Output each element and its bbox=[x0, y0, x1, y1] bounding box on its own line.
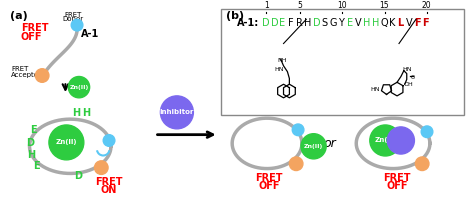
Text: D: D bbox=[262, 18, 270, 28]
Text: K: K bbox=[389, 18, 395, 28]
Text: A-1:: A-1: bbox=[237, 18, 259, 28]
Text: Q: Q bbox=[380, 18, 388, 28]
Text: Zn(II): Zn(II) bbox=[374, 138, 396, 143]
Text: F: F bbox=[288, 18, 293, 28]
Text: FRET: FRET bbox=[95, 177, 123, 187]
Text: Zn(II): Zn(II) bbox=[69, 85, 89, 90]
Text: E: E bbox=[279, 18, 285, 28]
Text: FRET: FRET bbox=[383, 173, 410, 184]
Text: G: G bbox=[330, 18, 337, 28]
Text: or: or bbox=[324, 137, 337, 150]
Text: OFF: OFF bbox=[386, 181, 408, 191]
Text: S: S bbox=[321, 18, 328, 28]
Text: F: F bbox=[422, 18, 429, 28]
Circle shape bbox=[71, 19, 83, 31]
Text: OH: OH bbox=[404, 82, 414, 87]
Circle shape bbox=[289, 157, 303, 171]
FancyBboxPatch shape bbox=[221, 9, 464, 115]
Circle shape bbox=[68, 76, 90, 98]
Text: E: E bbox=[30, 125, 37, 135]
Text: Zn(II): Zn(II) bbox=[55, 140, 77, 145]
Text: 20: 20 bbox=[422, 1, 431, 10]
Text: R: R bbox=[296, 18, 303, 28]
Text: E: E bbox=[346, 18, 353, 28]
Text: HN: HN bbox=[371, 87, 380, 92]
Text: H: H bbox=[304, 18, 312, 28]
Text: 5: 5 bbox=[298, 1, 302, 10]
FancyBboxPatch shape bbox=[259, 42, 315, 110]
Circle shape bbox=[415, 157, 429, 171]
Circle shape bbox=[292, 124, 304, 136]
Text: Inhibitor: Inhibitor bbox=[160, 109, 194, 115]
Text: Zn(II): Zn(II) bbox=[304, 144, 323, 149]
Text: OFF: OFF bbox=[21, 32, 42, 42]
Text: OFF: OFF bbox=[258, 181, 280, 191]
FancyBboxPatch shape bbox=[369, 42, 424, 110]
Text: Acceptor: Acceptor bbox=[11, 72, 42, 78]
Text: H: H bbox=[27, 150, 35, 160]
Text: H: H bbox=[364, 18, 371, 28]
Text: 1: 1 bbox=[264, 1, 269, 10]
Text: (a): (a) bbox=[10, 11, 28, 21]
Text: V: V bbox=[355, 18, 362, 28]
Text: FRET: FRET bbox=[255, 173, 283, 184]
Text: FRET: FRET bbox=[64, 12, 82, 18]
Text: NH: NH bbox=[278, 58, 287, 63]
Text: V: V bbox=[406, 18, 412, 28]
Text: L: L bbox=[397, 18, 403, 28]
Text: O: O bbox=[410, 75, 415, 80]
Text: F: F bbox=[414, 18, 420, 28]
Circle shape bbox=[49, 125, 84, 160]
Circle shape bbox=[301, 134, 326, 159]
Text: H: H bbox=[72, 108, 80, 118]
Text: 10: 10 bbox=[337, 1, 347, 10]
Text: HN: HN bbox=[275, 67, 284, 72]
Text: D: D bbox=[74, 171, 82, 180]
Text: D: D bbox=[313, 18, 320, 28]
Text: (b): (b) bbox=[227, 11, 245, 21]
Circle shape bbox=[160, 96, 193, 129]
Text: HN: HN bbox=[402, 67, 411, 72]
Text: D: D bbox=[271, 18, 278, 28]
Circle shape bbox=[36, 69, 49, 82]
Text: A-1: A-1 bbox=[81, 29, 99, 39]
Text: Y: Y bbox=[338, 18, 344, 28]
Text: H: H bbox=[372, 18, 379, 28]
Text: 15: 15 bbox=[380, 1, 389, 10]
Circle shape bbox=[387, 127, 414, 154]
Text: D: D bbox=[26, 138, 34, 148]
Text: H: H bbox=[82, 108, 90, 118]
Text: Donor: Donor bbox=[63, 16, 84, 22]
Circle shape bbox=[103, 135, 115, 146]
Text: FRET: FRET bbox=[21, 23, 48, 33]
Text: FRET: FRET bbox=[11, 66, 28, 72]
Circle shape bbox=[94, 161, 108, 174]
Circle shape bbox=[370, 125, 401, 156]
Circle shape bbox=[421, 126, 433, 138]
Text: ON: ON bbox=[101, 185, 117, 195]
Text: E: E bbox=[33, 161, 40, 171]
